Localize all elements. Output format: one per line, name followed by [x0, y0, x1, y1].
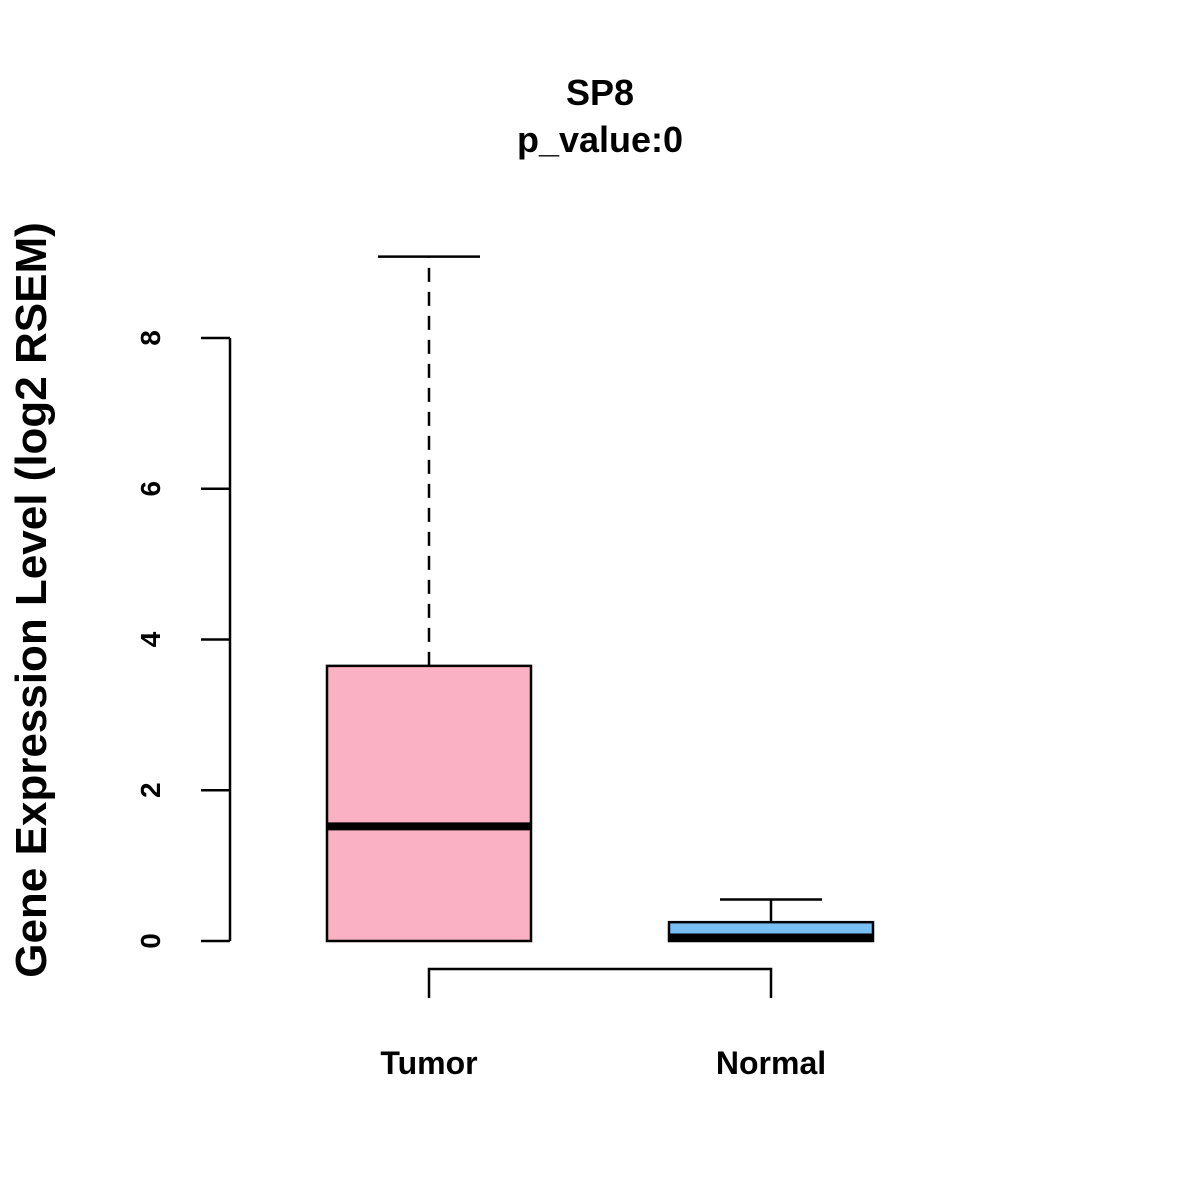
y-tick-label: 4 [135, 631, 166, 647]
y-tick-label: 8 [135, 330, 166, 346]
chart-title: SP8 [566, 72, 634, 113]
y-tick-label: 0 [135, 933, 166, 949]
box-iqr [325, 664, 533, 943]
box-normal [667, 898, 875, 943]
y-axis-label: Gene Expression Level (log2 RSEM) [7, 222, 56, 978]
box-tumor [325, 255, 533, 943]
category-label-normal: Normal [716, 1045, 826, 1081]
y-tick-label: 2 [135, 782, 166, 798]
bracket-line [427, 967, 773, 998]
y-axis: 0 2 4 6 8 [135, 330, 232, 949]
category-label-tumor: Tumor [380, 1045, 477, 1081]
y-tick-label: 6 [135, 481, 166, 497]
chart-title-group: SP8 p_value:0 [517, 72, 683, 160]
chart-subtitle-pvalue: p_value:0 [517, 119, 683, 160]
boxes-layer [325, 255, 875, 943]
comparison-bracket [427, 967, 773, 998]
category-labels: Tumor Normal [380, 1045, 826, 1081]
